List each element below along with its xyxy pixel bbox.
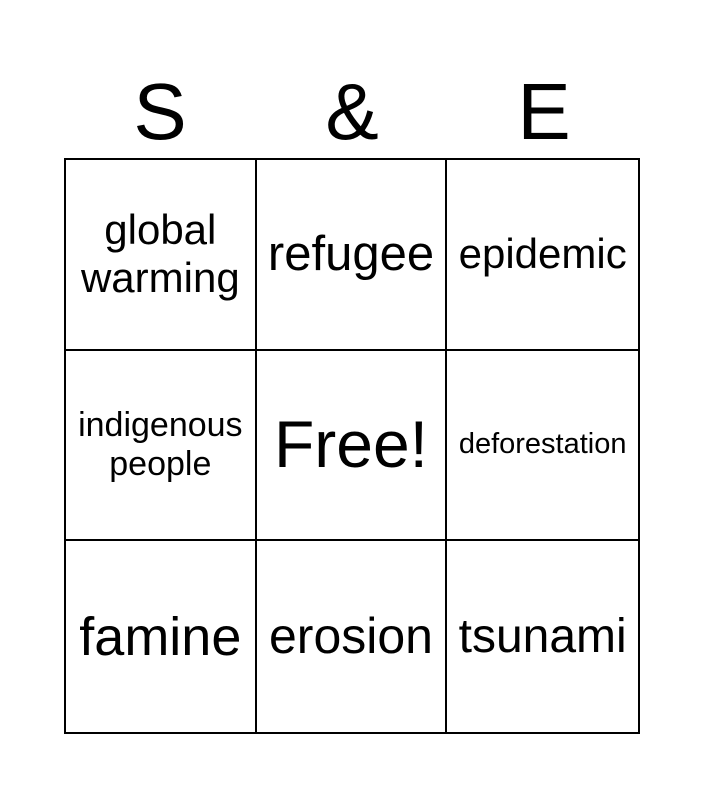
- bingo-cell-label: famine: [79, 606, 242, 667]
- bingo-cell-label: deforestation: [458, 428, 627, 461]
- bingo-cell-label: refugee: [267, 227, 435, 282]
- bingo-title-letter-1: S: [133, 67, 187, 156]
- bingo-cell-label: tsunami: [458, 610, 627, 664]
- bingo-cell-label: erosion: [268, 607, 433, 664]
- bingo-cell-label: indigenous people: [78, 405, 243, 483]
- bingo-title-letter-2: &: [325, 67, 379, 156]
- bingo-cell-free[interactable]: Free!: [256, 350, 448, 542]
- bingo-cell-label: epidemic: [458, 230, 627, 278]
- bingo-cell[interactable]: famine: [66, 541, 257, 732]
- bingo-grid: global warming refugee epidemic indigeno…: [64, 158, 640, 734]
- bingo-cell[interactable]: erosion: [257, 541, 448, 732]
- bingo-cell-label: Free!: [273, 407, 429, 482]
- bingo-title-letter-3: E: [517, 67, 571, 156]
- bingo-cell[interactable]: epidemic: [447, 160, 638, 351]
- bingo-cell[interactable]: indigenous people: [66, 350, 257, 542]
- bingo-cell-label: global warming: [80, 206, 240, 302]
- bingo-cell[interactable]: global warming: [66, 160, 257, 351]
- bingo-cell[interactable]: refugee: [256, 160, 448, 351]
- bingo-cell[interactable]: tsunami: [447, 541, 638, 732]
- bingo-title: S & E: [64, 72, 640, 152]
- bingo-cell[interactable]: deforestation: [447, 351, 638, 542]
